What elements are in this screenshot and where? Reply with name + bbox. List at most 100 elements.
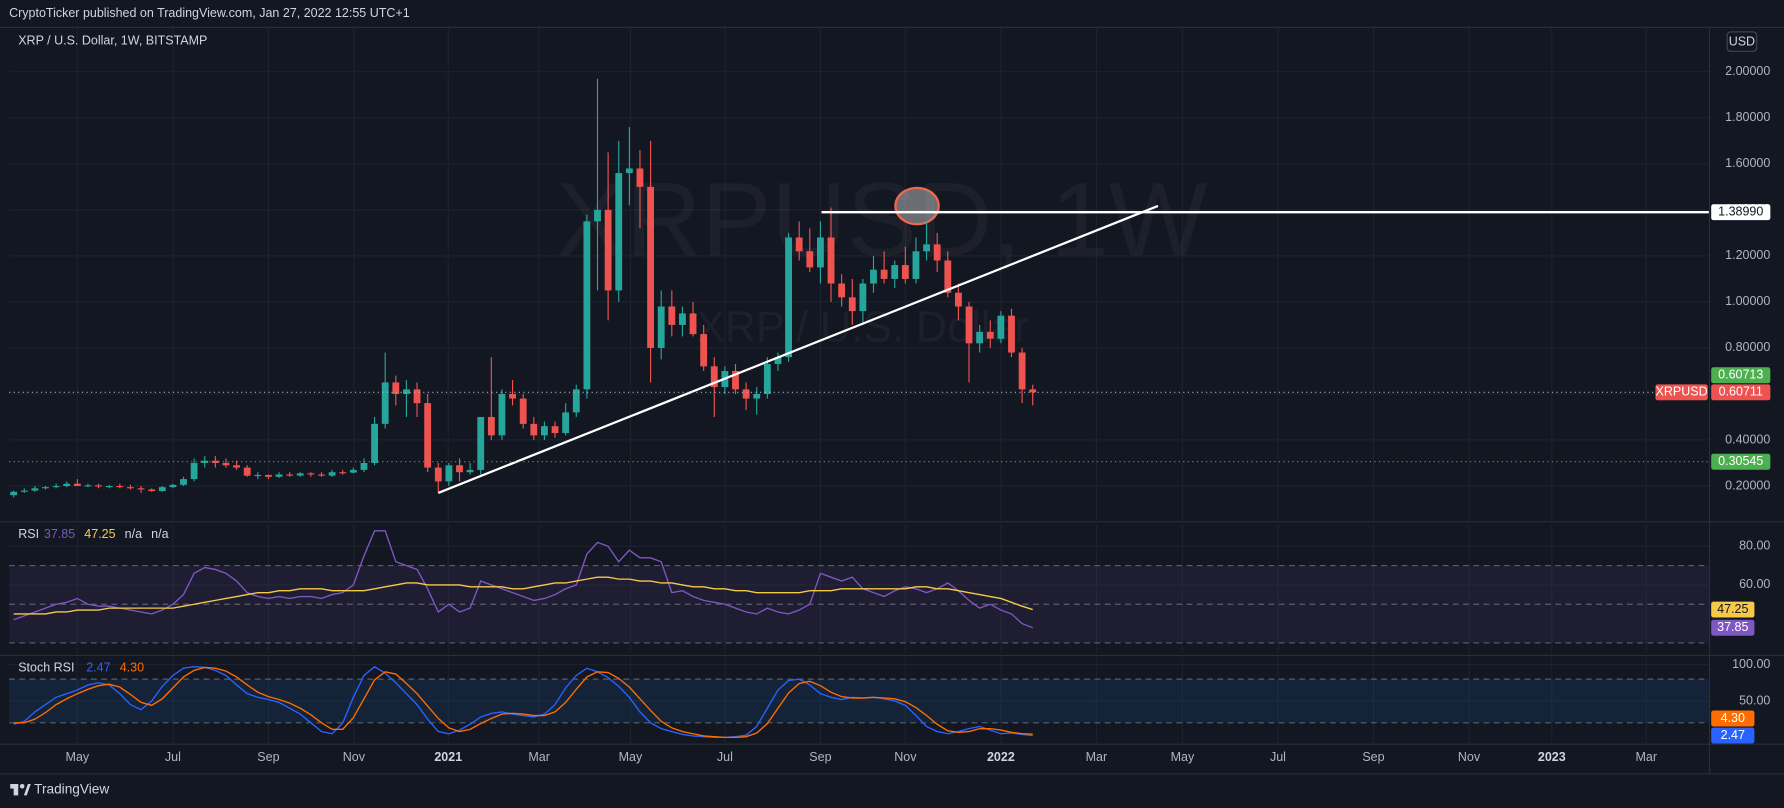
candle-body	[158, 487, 166, 492]
y-tick-label: 2.00000	[1725, 64, 1770, 78]
candle-body	[445, 465, 453, 482]
x-tick-label: Sep	[1362, 750, 1384, 764]
candle-body	[615, 173, 623, 291]
candle-body	[912, 251, 920, 279]
candle-body	[95, 485, 103, 487]
candle-body	[318, 474, 325, 476]
legend-extra: n/a	[125, 527, 142, 541]
published-note: CryptoTicker published on TradingView.co…	[9, 6, 410, 20]
price-label: 1.38990	[1718, 204, 1763, 218]
x-tick-label: Sep	[809, 750, 831, 764]
watermark: XRPUSD, 1W	[556, 161, 1208, 278]
candle-body	[265, 474, 272, 477]
logo-part	[19, 784, 25, 789]
candle-body	[307, 473, 315, 475]
candle-body	[859, 283, 867, 312]
y-tick-label: 60.00	[1739, 577, 1770, 591]
candle-body	[434, 467, 442, 482]
y-tick-label: 1.60000	[1725, 156, 1770, 170]
candle-body	[700, 334, 708, 367]
x-tick-label: Jul	[1270, 750, 1286, 764]
x-tick-label: Sep	[257, 750, 279, 764]
overlay: CryptoTicker published on TradingView.co…	[0, 6, 1784, 796]
currency: USD	[1729, 34, 1755, 48]
currency-box[interactable]	[1726, 31, 1758, 52]
candle-body	[742, 389, 750, 399]
level-band	[9, 679, 1709, 723]
candle-body	[901, 265, 909, 279]
candle-body	[806, 251, 814, 268]
candle-body	[753, 393, 761, 399]
last-value-label: 2.47	[1721, 728, 1745, 742]
candle-body	[848, 297, 856, 312]
candle-body	[424, 403, 432, 468]
candle-body	[551, 426, 559, 434]
brand: TradingView	[34, 781, 109, 796]
y-tick-label: 50.00	[1739, 693, 1770, 707]
indicator-line	[13, 576, 1033, 615]
trendline	[437, 204, 1159, 494]
candle-body	[965, 306, 973, 344]
candle-body	[774, 357, 782, 365]
x-tick-label: May	[619, 750, 643, 764]
candle-body	[541, 426, 548, 436]
grid	[9, 27, 1709, 744]
symbol-tag-box	[1655, 384, 1708, 401]
x-tick-label: Nov	[894, 750, 917, 764]
candle-body	[604, 209, 612, 291]
candle-body	[891, 265, 899, 279]
candle-body	[944, 260, 952, 293]
x-tick-label: Mar	[1636, 750, 1658, 764]
price-label-box	[1711, 384, 1771, 401]
candle-body	[923, 244, 930, 252]
legend-value: 4.30	[120, 660, 144, 674]
y-tick-label: 100.00	[1732, 657, 1770, 671]
candle-body	[732, 370, 739, 390]
candle-body	[211, 460, 219, 463]
candle-body	[392, 382, 400, 394]
candle-body	[498, 393, 506, 436]
last-value-label: 47.25	[1717, 602, 1748, 616]
candle-body	[84, 485, 92, 487]
candle-body	[986, 331, 994, 339]
candle-body	[827, 237, 835, 284]
candle-body	[116, 485, 124, 488]
candle-body	[42, 487, 49, 489]
candle-body	[10, 491, 18, 496]
price-label-box	[1711, 367, 1771, 384]
candle-body	[997, 315, 1005, 339]
candle-body	[487, 416, 495, 436]
candle-body	[243, 467, 251, 476]
candle-body	[105, 485, 113, 488]
candle-body	[349, 469, 357, 473]
legend-value: 37.85	[44, 527, 75, 541]
candle-body	[63, 483, 71, 486]
candle-body	[625, 168, 633, 174]
candle-body	[1008, 315, 1015, 353]
candle-body	[795, 237, 803, 252]
x-tick-label: Nov	[343, 750, 366, 764]
candle-body	[296, 473, 304, 476]
candle-body	[838, 283, 846, 298]
candle-body	[201, 460, 209, 463]
candle-body	[456, 465, 463, 473]
candle-body	[594, 209, 601, 222]
brand-logo	[10, 784, 31, 796]
x-tick-label: May	[1171, 750, 1195, 764]
price-label-box	[1711, 453, 1771, 470]
candle-body	[955, 292, 962, 307]
price-label: 0.30545	[1718, 454, 1763, 468]
candle-body	[148, 489, 156, 492]
candle-body	[817, 237, 824, 268]
candle-body	[286, 474, 294, 476]
candle-body	[371, 423, 378, 463]
pane-title: RSI	[18, 527, 39, 541]
candle-body	[647, 186, 654, 348]
last-value-label: 4.30	[1721, 711, 1745, 725]
price-label: 0.60713	[1718, 368, 1763, 382]
candle-body	[636, 168, 644, 187]
